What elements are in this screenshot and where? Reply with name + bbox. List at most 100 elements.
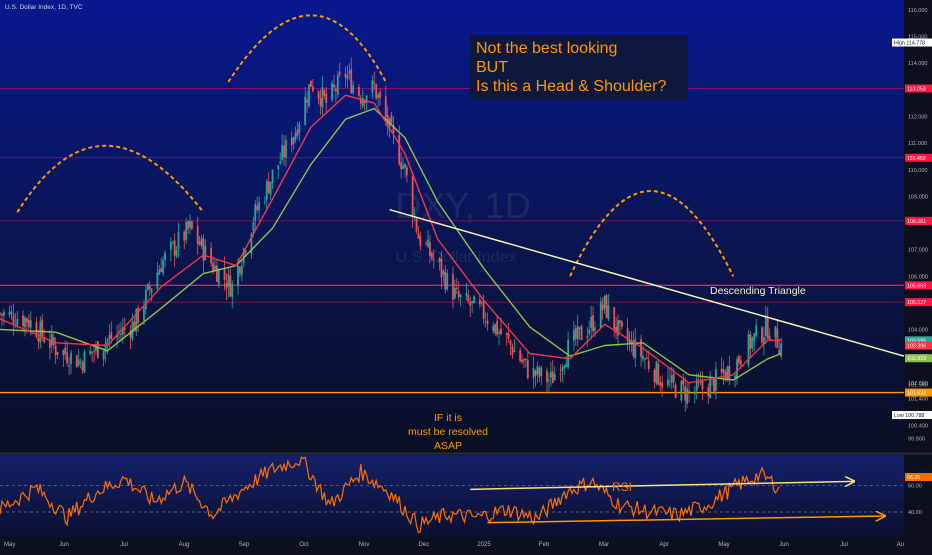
price-level-tag: 113.053 [907,86,926,92]
candle-body [688,390,690,392]
candle-body [549,371,552,378]
candle-body [239,267,241,274]
candle-body [148,285,151,290]
price-level-tag-bg [905,341,932,350]
candle-body [715,369,717,391]
candle-body [223,267,226,281]
hs-title-line-1: Not the best looking [476,40,617,57]
candle-body [333,84,335,88]
rsi-label: RSI [612,480,632,494]
candle-body [768,336,771,340]
candle-body [707,387,710,397]
candle-body [415,218,418,232]
candle-body [156,272,159,289]
price-level-tag: 103.396 [907,344,926,350]
candle-body [8,311,11,315]
candle-body [404,164,406,168]
price-level-tag: 108.081 [907,219,926,225]
candle-body [425,243,427,245]
candle-body [173,240,176,256]
candle-body [210,247,213,264]
candle-body [532,367,535,379]
price-tick-label: 101.940 [908,382,928,388]
price-tick-label: 112.000 [908,114,927,120]
time-tick-label: May [718,542,729,548]
candle-body [56,351,59,355]
candle-body [177,232,180,250]
candle-body [158,269,161,275]
candle-body [281,145,284,160]
candle-body [185,221,188,240]
candle-body [62,350,65,356]
time-tick-label: Oct [299,542,309,548]
candle-body [123,327,126,330]
candle-body [371,80,374,93]
watermark-layer: DXY, 1D U.S. Dollar Index [395,185,530,266]
candle-body [400,162,403,169]
time-tick-label: May [4,542,15,548]
candle-body [308,84,310,106]
candle-body [561,366,564,372]
candle-body [384,96,387,118]
price-tick-label: 104.000 [908,328,928,334]
candle-body [494,323,497,334]
candle-body [670,375,673,383]
candle-body [446,272,449,290]
candle-body [171,241,174,243]
candle-body [22,315,24,327]
candle-body [102,350,105,360]
candle-body [294,132,297,141]
candle-body [574,327,577,339]
candle-body [361,97,364,107]
candle-body [509,340,512,345]
candle-body [601,304,604,311]
candle-body [519,350,522,361]
candle-body [198,241,201,246]
candle-body [645,357,648,359]
candle-body [427,239,429,248]
if-resolved-line-1: IF it is [434,412,462,424]
candle-body [202,238,205,261]
candle-body [720,368,723,373]
candle-body [603,295,606,309]
candle-body [713,378,715,392]
price-level-tag-bg [905,84,932,93]
candle-body [54,345,57,355]
candle-body [572,330,575,341]
candle-body [674,384,677,398]
candle-body [722,369,725,374]
candle-body [540,367,543,377]
candle-body [653,369,656,383]
candle-body [667,379,669,386]
time-tick-label: Jul [120,542,128,548]
candle-body [686,388,689,404]
candle-body [240,266,243,276]
candle-body [505,332,508,336]
candle-body [283,145,285,158]
candle-body [348,71,351,74]
rsi-tick-label: 60.00 [908,483,922,489]
candle-body [1,313,3,316]
candle-body [237,265,239,287]
candle-body [526,360,529,379]
candle-body [120,333,122,336]
price-tick-label: 114.000 [908,61,927,67]
candle-body [607,305,610,320]
candle-body [146,284,149,290]
candle-body [429,242,431,256]
candle-body [613,307,616,329]
candle-body [325,93,328,104]
candle-body [83,351,86,373]
candle-body [129,330,132,338]
candle-body [175,249,178,257]
candle-body [12,314,15,324]
candle-body [359,98,362,104]
candle-body [605,295,608,318]
descending-triangle-label: Descending Triangle [710,285,806,297]
candle-body [215,265,218,282]
candle-body [229,275,232,297]
rsi-value-tag-bg [905,473,932,481]
candle-body [321,87,324,108]
horizontal-levels-layer [0,88,904,394]
